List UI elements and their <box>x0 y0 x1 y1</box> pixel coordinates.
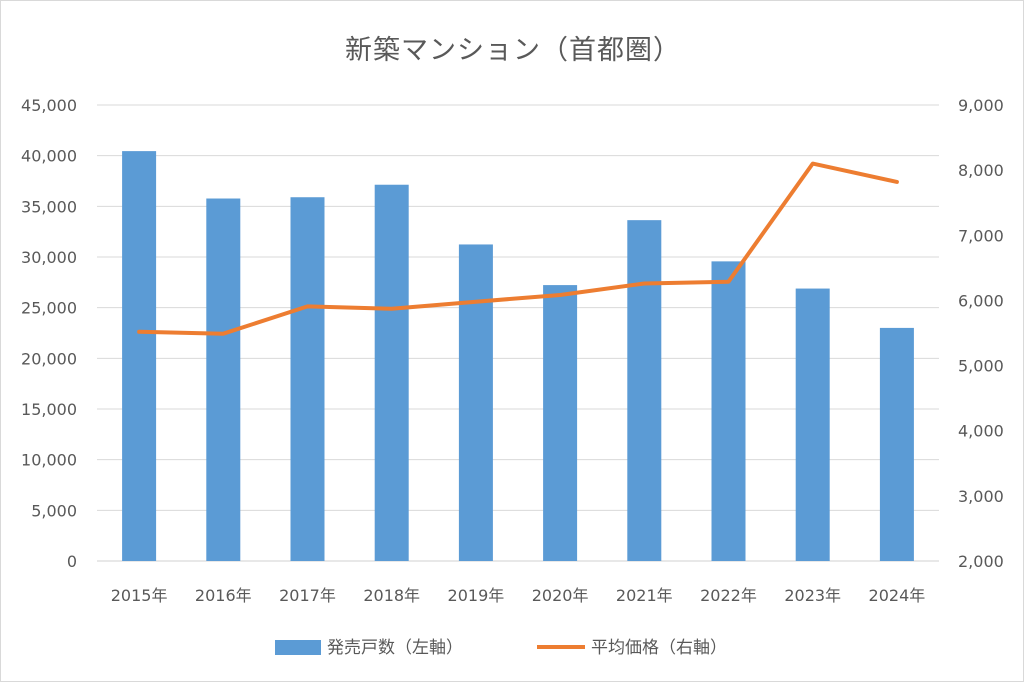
chart-title: 新築マンション（首都圏） <box>345 35 681 66</box>
x-axis-ticks: 2015年 2016年 2017年 2018年 2019年 2020年 2021年 2022年… <box>111 586 926 605</box>
x-axis-tick-label: 2022年 <box>700 586 757 605</box>
left-axis-tick-label: 20,000 <box>21 349 77 368</box>
x-axis-tick-label: 2023年 <box>784 586 841 605</box>
right-axis-tick-label: 7,000 <box>958 226 1004 245</box>
right-axis-tick-label: 5,000 <box>958 357 1004 376</box>
left-axis-tick-label: 25,000 <box>21 299 77 318</box>
bar <box>796 289 830 561</box>
x-axis-tick-label: 2021年 <box>616 586 673 605</box>
left-axis-ticks: 0 5,000 10,000 15,000 20,000 25,000 30,000 35,0… <box>21 96 77 571</box>
bar <box>122 151 156 561</box>
right-axis-tick-label: 9,000 <box>958 96 1004 115</box>
right-axis-ticks: 2,000 3,000 4,000 5,000 6,000 7,000 8,000 9,000 <box>958 96 1004 571</box>
left-axis-tick-label: 0 <box>67 552 77 571</box>
bar-series <box>122 151 914 561</box>
x-axis-tick-label: 2024年 <box>869 586 926 605</box>
x-axis-tick-label: 2017年 <box>279 586 336 605</box>
x-axis-tick-label: 2016年 <box>195 586 252 605</box>
bar <box>291 197 325 561</box>
bar <box>880 328 914 561</box>
bar <box>543 285 577 561</box>
legend-label-bar: 発売戸数（左軸） <box>327 638 463 658</box>
left-axis-tick-label: 15,000 <box>21 400 77 419</box>
legend-label-line: 平均価格（右軸） <box>591 638 727 658</box>
bar <box>627 220 661 561</box>
left-axis-tick-label: 35,000 <box>21 197 77 216</box>
right-axis-tick-label: 8,000 <box>958 161 1004 180</box>
legend: 発売戸数（左軸） 平均価格（右軸） <box>275 638 727 658</box>
left-axis-tick-label: 45,000 <box>21 96 77 115</box>
x-axis-tick-label: 2018年 <box>363 586 420 605</box>
legend-swatch-bar <box>275 640 321 655</box>
bar <box>375 185 409 561</box>
left-axis-tick-label: 40,000 <box>21 147 77 166</box>
left-axis-tick-label: 5,000 <box>31 501 77 520</box>
price-line <box>139 164 897 334</box>
right-axis-tick-label: 2,000 <box>958 552 1004 571</box>
line-series <box>139 163 897 333</box>
x-axis-tick-label: 2020年 <box>532 586 589 605</box>
left-axis-tick-label: 10,000 <box>21 451 77 470</box>
x-axis-tick-label: 2019年 <box>448 586 505 605</box>
right-axis-tick-label: 3,000 <box>958 487 1004 506</box>
x-axis-tick-label: 2015年 <box>111 586 168 605</box>
right-axis-tick-label: 4,000 <box>958 422 1004 441</box>
bar <box>459 244 493 561</box>
bar <box>712 261 746 561</box>
right-axis-tick-label: 6,000 <box>958 291 1004 310</box>
left-axis-tick-label: 30,000 <box>21 248 77 267</box>
bar <box>206 199 240 561</box>
